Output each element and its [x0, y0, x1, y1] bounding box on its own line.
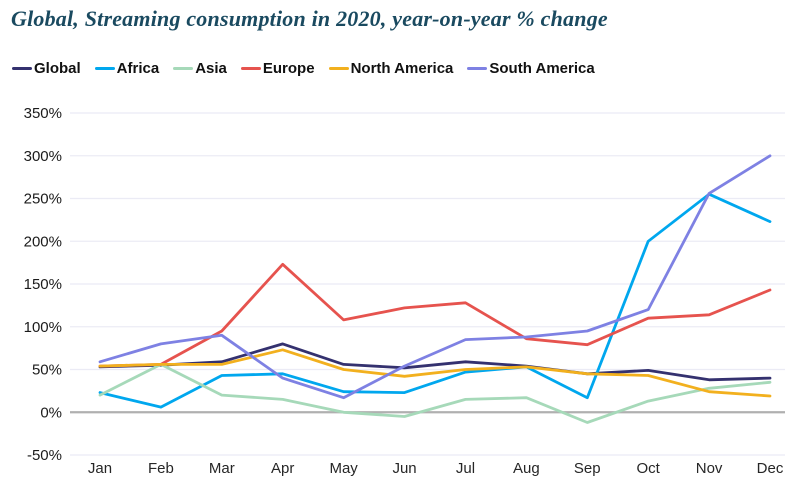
legend-line-swatch: [240, 67, 261, 70]
legend-label: Global: [34, 60, 81, 77]
x-axis-tick-labels: Jan Feb Mar Apr May Jun Jul Aug Sep Oct Nov Dec: [88, 460, 784, 477]
y-tick-label: 50%: [32, 362, 62, 379]
series-line-africa: [98, 192, 772, 409]
x-tick-label: Jan: [88, 460, 112, 477]
y-axis-tick-labels: 350% 300% 250% 200% 150% 100% 50% 0% -50%: [24, 105, 62, 464]
legend-line-swatch: [328, 67, 349, 70]
legend-label: Asia: [195, 60, 227, 77]
y-tick-label: 250%: [24, 191, 62, 208]
y-gridlines: [70, 112, 785, 456]
y-tick-label: 150%: [24, 276, 62, 293]
y-tick-label: -50%: [27, 447, 62, 464]
legend-item-north-america: North America: [328, 60, 454, 77]
chart-title: Global, Streaming consumption in 2020, y…: [11, 6, 608, 31]
chart-legend: Global Africa Asia Europe North America South…: [12, 60, 595, 77]
legend-item-asia: Asia: [173, 60, 227, 77]
x-tick-label: Mar: [209, 460, 235, 477]
legend-label: South America: [489, 60, 595, 77]
legend-item-global: Global: [12, 60, 81, 77]
legend-label: North America: [350, 60, 454, 77]
y-tick-label: 0%: [40, 404, 62, 421]
series-line-global: [98, 342, 772, 382]
legend-item-africa: Africa: [94, 60, 160, 77]
y-tick-label: 100%: [24, 319, 62, 336]
x-tick-label: Jun: [392, 460, 416, 477]
y-tick-label: 300%: [24, 148, 62, 165]
legend-line-swatch: [12, 67, 32, 70]
y-tick-label: 350%: [24, 105, 62, 122]
series-line-south-america: [98, 154, 772, 400]
y-tick-label: 200%: [24, 233, 62, 250]
x-tick-label: May: [329, 460, 358, 477]
line-chart-plot-area: 350% 300% 250% 200% 150% 100% 50% 0% -50% Jan Feb M…: [24, 105, 785, 477]
series-line-asia: [98, 362, 772, 424]
legend-line-swatch: [467, 67, 488, 70]
x-tick-label: Jul: [456, 460, 475, 477]
series-line-north-america: [98, 348, 772, 398]
legend-label: Africa: [116, 60, 160, 77]
x-tick-label: Feb: [148, 460, 174, 477]
legend-line-swatch: [173, 67, 194, 70]
x-tick-label: Nov: [696, 460, 723, 477]
x-tick-label: Sep: [574, 460, 601, 477]
x-tick-label: Dec: [757, 460, 784, 477]
series-line-europe: [98, 262, 772, 368]
legend-item-europe: Europe: [240, 60, 315, 77]
legend-line-swatch: [94, 67, 115, 70]
legend-item-south-america: South America: [467, 60, 595, 77]
x-tick-label: Oct: [637, 460, 661, 477]
x-tick-label: Apr: [271, 460, 294, 477]
legend-label: Europe: [262, 60, 315, 77]
x-tick-label: Aug: [513, 460, 540, 477]
